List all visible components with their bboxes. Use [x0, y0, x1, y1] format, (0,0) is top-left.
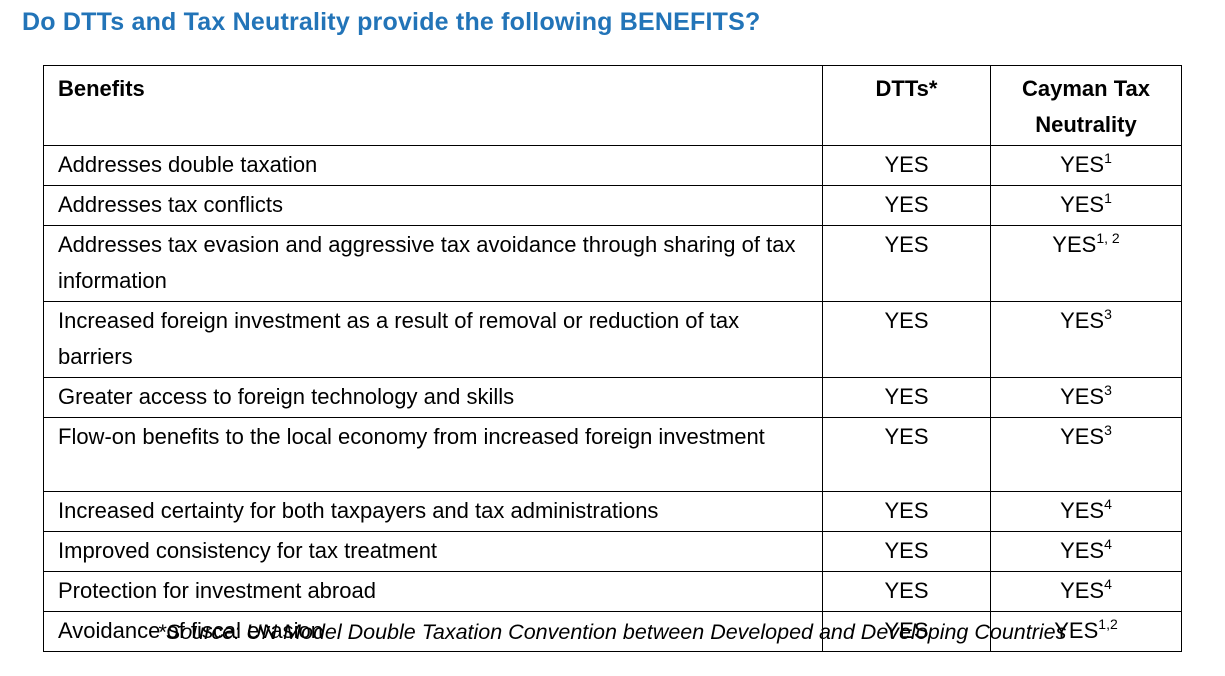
header-cayman: Cayman Tax Neutrality — [990, 65, 1182, 146]
dtts-cell: YES — [822, 531, 991, 572]
table-row: Greater access to foreign technology and… — [43, 377, 1182, 418]
benefit-cell: Protection for investment abroad — [43, 571, 823, 612]
table-row: Addresses tax evasion and aggressive tax… — [43, 225, 1182, 302]
table-row: Addresses double taxation YES YES1 — [43, 145, 1182, 186]
cayman-footnote-ref: 3 — [1104, 382, 1112, 398]
cayman-footnote-ref: 1, 2 — [1096, 230, 1120, 246]
cayman-footnote-ref: 4 — [1104, 536, 1112, 552]
benefit-cell: Increased foreign investment as a result… — [43, 301, 823, 378]
cayman-cell: YES1 — [990, 145, 1182, 186]
page-title: Do DTTs and Tax Neutrality provide the f… — [22, 8, 761, 36]
benefit-cell: Greater access to foreign technology and… — [43, 377, 823, 418]
header-dtts: DTTs* — [822, 65, 991, 146]
cayman-footnote-ref: 1 — [1104, 150, 1112, 166]
benefit-cell: Avoidance of fiscal evasion — [43, 611, 823, 652]
cayman-footnote-ref: 4 — [1104, 576, 1112, 592]
benefit-cell: Addresses tax conflicts — [43, 185, 823, 226]
cayman-value: YES — [1060, 152, 1105, 177]
cayman-value: YES — [1054, 618, 1099, 643]
cayman-cell: YES4 — [990, 491, 1182, 532]
table-row: Avoidance of fiscal evasion YES YES1,2 — [43, 611, 1182, 652]
dtts-cell: YES — [822, 571, 991, 612]
table-row: Addresses tax conflicts YES YES1 — [43, 185, 1182, 226]
benefits-table: Benefits DTTs* Cayman Tax Neutrality Add… — [43, 65, 1182, 652]
cayman-value: YES — [1060, 308, 1105, 333]
benefit-cell: Flow-on benefits to the local economy fr… — [43, 417, 823, 492]
cayman-footnote-ref: 1 — [1104, 190, 1112, 206]
benefit-cell: Addresses tax evasion and aggressive tax… — [43, 225, 823, 302]
dtts-cell: YES — [822, 491, 991, 532]
table-row: Protection for investment abroad YES YES… — [43, 571, 1182, 612]
dtts-cell: YES — [822, 225, 991, 302]
dtts-cell: YES — [822, 301, 991, 378]
cayman-cell: YES3 — [990, 301, 1182, 378]
cayman-footnote-ref: 4 — [1104, 496, 1112, 512]
cayman-footnote-ref: 3 — [1104, 306, 1112, 322]
table-row: Flow-on benefits to the local economy fr… — [43, 417, 1182, 492]
cayman-footnote-ref: 1,2 — [1098, 616, 1118, 632]
dtts-cell: YES — [822, 145, 991, 186]
dtts-cell: YES — [822, 611, 991, 652]
cayman-cell: YES1 — [990, 185, 1182, 226]
cayman-cell: YES1, 2 — [990, 225, 1182, 302]
cayman-cell: YES4 — [990, 531, 1182, 572]
benefit-cell: Improved consistency for tax treatment — [43, 531, 823, 572]
cayman-cell: YES3 — [990, 417, 1182, 492]
table-row: Increased certainty for both taxpayers a… — [43, 491, 1182, 532]
cayman-value: YES — [1060, 384, 1105, 409]
cayman-footnote-ref: 3 — [1104, 422, 1112, 438]
cayman-value: YES — [1060, 192, 1105, 217]
source-footnote: *Source: UN Model Double Taxation Conven… — [157, 620, 1067, 644]
cayman-cell: YES4 — [990, 571, 1182, 612]
cayman-value: YES — [1060, 538, 1105, 563]
table-row: Improved consistency for tax treatment Y… — [43, 531, 1182, 572]
header-benefits: Benefits — [43, 65, 823, 146]
cayman-value: YES — [1060, 424, 1105, 449]
dtts-cell: YES — [822, 377, 991, 418]
table-row: Increased foreign investment as a result… — [43, 301, 1182, 378]
table-header-row: Benefits DTTs* Cayman Tax Neutrality — [43, 65, 1182, 146]
cayman-cell: YES3 — [990, 377, 1182, 418]
benefit-cell: Increased certainty for both taxpayers a… — [43, 491, 823, 532]
cayman-cell: YES1,2 — [990, 611, 1182, 652]
dtts-cell: YES — [822, 417, 991, 492]
cayman-value: YES — [1060, 498, 1105, 523]
benefit-cell: Addresses double taxation — [43, 145, 823, 186]
dtts-cell: YES — [822, 185, 991, 226]
cayman-value: YES — [1060, 578, 1105, 603]
cayman-value: YES — [1052, 232, 1097, 257]
